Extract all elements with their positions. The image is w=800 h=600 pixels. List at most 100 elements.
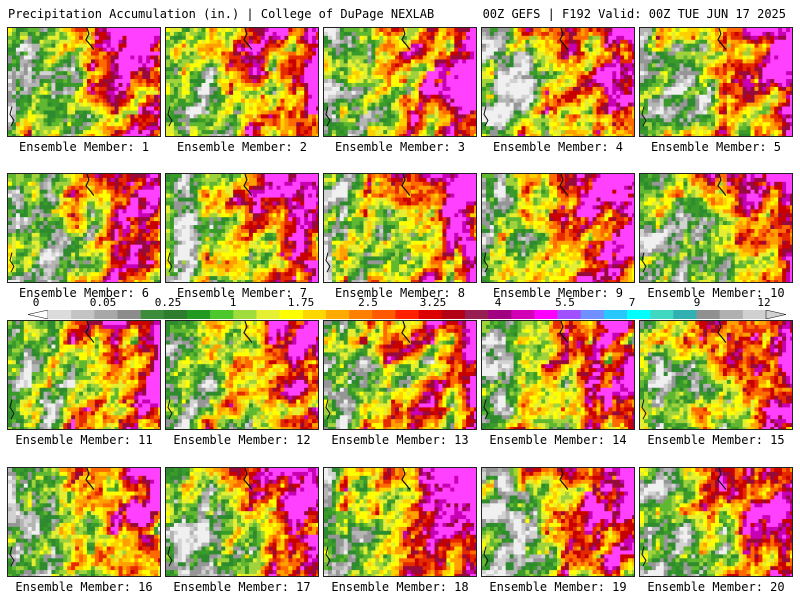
ensemble-member-label: Ensemble Member: 15: [637, 433, 795, 447]
lake-shoreline: [401, 468, 411, 490]
lake-shoreline: [85, 321, 95, 343]
lake-shoreline: [559, 468, 569, 490]
coastline: [9, 252, 15, 273]
precipitation-field: [8, 321, 160, 429]
ensemble-member-label: Ensemble Member: 7: [163, 286, 321, 300]
legend-color-swatch: [256, 310, 280, 319]
lake-shoreline: [243, 468, 253, 490]
ensemble-member-label: Ensemble Member: 4: [479, 140, 637, 154]
lake-shoreline: [717, 468, 727, 490]
legend-color-swatch: [673, 310, 697, 319]
lake-shoreline: [559, 321, 569, 343]
legend-tick-label: 3.25: [420, 297, 447, 309]
ensemble-member-label: Ensemble Member: 18: [321, 580, 479, 594]
legend-tick-label: 1: [230, 297, 237, 309]
lake-shoreline: [85, 174, 95, 196]
coastline: [325, 546, 331, 567]
lake-shoreline: [717, 321, 727, 343]
precipitation-field: [482, 468, 634, 576]
legend-color-swatch: [186, 310, 211, 319]
legend-tick-label: 4: [495, 297, 502, 309]
precipitation-field: [640, 174, 792, 282]
legend-color-swatch: [94, 310, 118, 319]
legend-color-swatch: [557, 310, 582, 319]
legend-tick-label: 0: [33, 297, 40, 309]
precipitation-field: [640, 321, 792, 429]
precipitation-field: [482, 321, 634, 429]
ensemble-member-map: [7, 467, 161, 577]
ensemble-member-label: Ensemble Member: 8: [321, 286, 479, 300]
legend-tick-label: 0.05: [90, 297, 117, 309]
coastline: [483, 399, 489, 420]
ensemble-member-map: [481, 320, 635, 430]
legend-color-swatch: [233, 310, 257, 319]
ensemble-member-label: Ensemble Member: 20: [637, 580, 795, 594]
ensemble-member-map: [481, 27, 635, 137]
ensemble-member-map: [639, 173, 793, 283]
ensemble-member-map: [7, 320, 161, 430]
lake-shoreline: [717, 28, 727, 50]
precipitation-field: [166, 468, 318, 576]
precipitation-field: [166, 28, 318, 136]
color-scale-legend: 0 0.05 0.25 1 1.75 2.5 3.25 4 5.5 7 9 12: [28, 297, 786, 321]
coastline: [167, 252, 173, 273]
legend-color-swatch: [210, 310, 234, 319]
precipitation-field: [324, 321, 476, 429]
coastline: [325, 106, 331, 127]
legend-color-swatch: [279, 310, 304, 319]
legend-color-swatch: [395, 310, 419, 319]
legend-color-swatch: [349, 310, 373, 319]
legend-color-swatch: [302, 310, 327, 319]
ensemble-member-map: [165, 27, 319, 137]
ensemble-member-map: [639, 27, 793, 137]
legend-color-swatch: [488, 310, 512, 319]
legend-color-swatch: [464, 310, 489, 319]
precipitation-field: [640, 28, 792, 136]
coastline: [483, 546, 489, 567]
coastline: [167, 399, 173, 420]
lake-shoreline: [401, 321, 411, 343]
legend-tick-label: 7: [629, 297, 636, 309]
ensemble-member-label: Ensemble Member: 1: [5, 140, 163, 154]
ensemble-member-label: Ensemble Member: 9: [479, 286, 637, 300]
ensemble-member-label: Ensemble Member: 14: [479, 433, 637, 447]
ensemble-member-map: [165, 173, 319, 283]
ensemble-member-label: Ensemble Member: 12: [163, 433, 321, 447]
precipitation-field: [482, 174, 634, 282]
ensemble-member-label: Ensemble Member: 2: [163, 140, 321, 154]
legend-color-swatch: [511, 310, 535, 319]
coastline: [325, 399, 331, 420]
legend-color-swatch: [163, 310, 188, 319]
legend-color-swatch: [140, 310, 165, 319]
lake-shoreline: [243, 28, 253, 50]
ensemble-member-map: [165, 320, 319, 430]
ensemble-member-label: Ensemble Member: 10: [637, 286, 795, 300]
precipitation-field: [640, 468, 792, 576]
coastline: [641, 106, 647, 127]
ensemble-member-map: [165, 467, 319, 577]
coastline: [167, 546, 173, 567]
coastline: [641, 399, 647, 420]
ensemble-member-label: Ensemble Member: 5: [637, 140, 795, 154]
ensemble-member-label: Ensemble Member: 3: [321, 140, 479, 154]
coastline: [641, 546, 647, 567]
legend-color-swatch: [742, 310, 767, 319]
legend-min-arrow: [28, 310, 49, 319]
lake-shoreline: [717, 174, 727, 196]
coastline: [483, 106, 489, 127]
legend-tick-label: 0.25: [155, 297, 182, 309]
legend-tick-label: 12: [757, 297, 770, 309]
legend-color-swatch: [117, 310, 141, 319]
legend-color-swatch: [650, 310, 674, 319]
ensemble-member-label: Ensemble Member: 6: [5, 286, 163, 300]
legend-tick-label: 2.5: [358, 297, 378, 309]
ensemble-member-label: Ensemble Member: 13: [321, 433, 479, 447]
lake-shoreline: [559, 174, 569, 196]
ensemble-member-map: [323, 320, 477, 430]
legend-color-swatch: [719, 310, 744, 319]
coastline: [641, 252, 647, 273]
ensemble-member-map: [323, 173, 477, 283]
legend-color-swatch: [534, 310, 558, 319]
lake-shoreline: [85, 468, 95, 490]
lake-shoreline: [559, 28, 569, 50]
